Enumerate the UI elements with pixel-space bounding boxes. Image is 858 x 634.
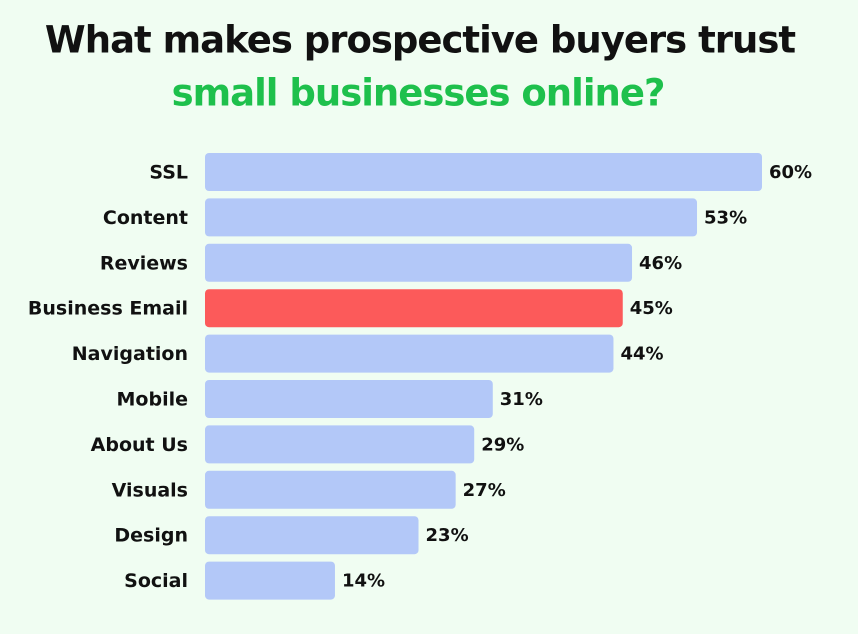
category-label: Content (103, 207, 188, 229)
chart-subtitle: small businesses online? (172, 72, 665, 115)
value-label: 14% (342, 571, 385, 592)
bar (205, 289, 623, 328)
bar (205, 516, 419, 555)
value-label: 44% (620, 344, 663, 365)
bar (205, 334, 614, 373)
category-label: Reviews (100, 252, 188, 274)
value-label: 29% (481, 434, 524, 455)
bar (205, 153, 762, 191)
category-label: Design (114, 525, 188, 547)
category-label: Social (124, 570, 188, 592)
value-label: 45% (630, 298, 673, 319)
value-label: 27% (463, 480, 506, 501)
bar (205, 380, 493, 418)
category-label: Mobile (117, 389, 188, 411)
category-label: Business Email (28, 298, 188, 320)
bar (205, 243, 633, 282)
bar (205, 470, 456, 509)
value-label: 60% (769, 162, 812, 183)
value-label: 46% (639, 253, 682, 274)
value-label: 53% (704, 207, 747, 228)
category-label: SSL (149, 162, 188, 184)
category-label: About Us (91, 434, 188, 456)
bar (205, 425, 475, 464)
value-label: 23% (426, 525, 469, 546)
value-label: 31% (500, 389, 543, 410)
category-label: Navigation (72, 343, 188, 365)
chart-title: What makes prospective buyers trust (45, 19, 795, 62)
bar (205, 561, 335, 600)
bar (205, 198, 698, 237)
category-label: Visuals (112, 479, 188, 501)
